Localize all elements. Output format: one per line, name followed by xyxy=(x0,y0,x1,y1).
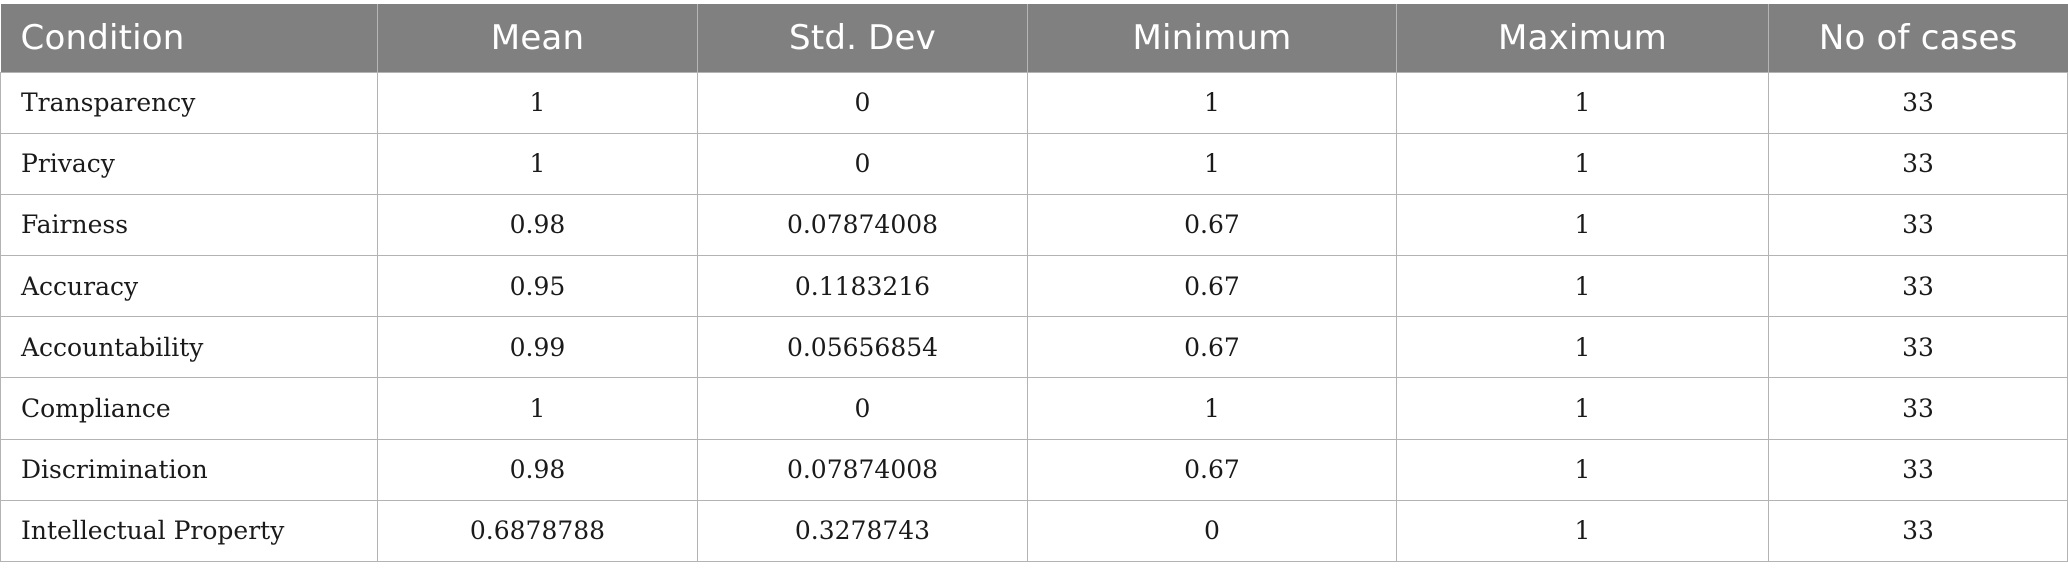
cell-minimum: 0.67 xyxy=(1027,438,1397,501)
table-row: Compliance 1 0 1 1 33 xyxy=(0,377,2068,440)
cell-std-dev: 0 xyxy=(697,132,1028,195)
cell-condition: Accountability xyxy=(0,316,378,379)
header-condition: Condition xyxy=(0,4,378,72)
header-no-of-cases: No of cases xyxy=(1768,4,2068,72)
header-mean: Mean xyxy=(377,4,698,72)
cell-condition: Compliance xyxy=(0,377,378,440)
table-row: Discrimination 0.98 0.07874008 0.67 1 33 xyxy=(0,438,2068,501)
cell-no-of-cases: 33 xyxy=(1768,71,2068,134)
table-row: Fairness 0.98 0.07874008 0.67 1 33 xyxy=(0,193,2068,257)
cell-std-dev: 0.3278743 xyxy=(697,499,1028,563)
cell-minimum: 0.67 xyxy=(1027,193,1397,257)
cell-mean: 1 xyxy=(377,71,698,134)
header-minimum: Minimum xyxy=(1027,4,1397,72)
cell-mean: 0.98 xyxy=(377,438,698,501)
cell-maximum: 1 xyxy=(1396,316,1769,379)
cell-no-of-cases: 33 xyxy=(1768,438,2068,501)
statistics-table: Condition Mean Std. Dev Minimum Maximum … xyxy=(0,4,2068,563)
cell-condition: Privacy xyxy=(0,132,378,195)
header-std-dev: Std. Dev xyxy=(697,4,1028,72)
header-maximum: Maximum xyxy=(1396,4,1769,72)
cell-mean: 0.98 xyxy=(377,193,698,257)
table-row: Transparency 1 0 1 1 33 xyxy=(0,71,2068,134)
cell-maximum: 1 xyxy=(1396,438,1769,501)
cell-mean: 0.6878788 xyxy=(377,499,698,563)
cell-no-of-cases: 33 xyxy=(1768,193,2068,257)
table-row: Accountability 0.99 0.05656854 0.67 1 33 xyxy=(0,316,2068,379)
cell-mean: 0.99 xyxy=(377,316,698,379)
header-row: Condition Mean Std. Dev Minimum Maximum … xyxy=(0,4,2068,72)
cell-minimum: 0.67 xyxy=(1027,316,1397,379)
cell-mean: 1 xyxy=(377,132,698,195)
cell-std-dev: 0.07874008 xyxy=(697,438,1028,501)
cell-maximum: 1 xyxy=(1396,499,1769,563)
cell-no-of-cases: 33 xyxy=(1768,132,2068,195)
cell-no-of-cases: 33 xyxy=(1768,255,2068,318)
cell-std-dev: 0.05656854 xyxy=(697,316,1028,379)
table-row: Privacy 1 0 1 1 33 xyxy=(0,132,2068,195)
cell-minimum: 1 xyxy=(1027,132,1397,195)
cell-mean: 0.95 xyxy=(377,255,698,318)
table-header: Condition Mean Std. Dev Minimum Maximum … xyxy=(0,4,2068,72)
cell-condition: Accuracy xyxy=(0,255,378,318)
cell-std-dev: 0 xyxy=(697,377,1028,440)
cell-no-of-cases: 33 xyxy=(1768,377,2068,440)
cell-minimum: 1 xyxy=(1027,377,1397,440)
cell-minimum: 1 xyxy=(1027,71,1397,134)
cell-condition: Discrimination xyxy=(0,438,378,501)
cell-condition: Transparency xyxy=(0,71,378,134)
cell-maximum: 1 xyxy=(1396,71,1769,134)
cell-maximum: 1 xyxy=(1396,255,1769,318)
cell-condition: Fairness xyxy=(0,193,378,257)
cell-std-dev: 0 xyxy=(697,71,1028,134)
cell-no-of-cases: 33 xyxy=(1768,499,2068,563)
cell-minimum: 0.67 xyxy=(1027,255,1397,318)
cell-no-of-cases: 33 xyxy=(1768,316,2068,379)
cell-condition: Intellectual Property xyxy=(0,499,378,563)
cell-std-dev: 0.07874008 xyxy=(697,193,1028,257)
cell-maximum: 1 xyxy=(1396,377,1769,440)
table-row: Accuracy 0.95 0.1183216 0.67 1 33 xyxy=(0,255,2068,318)
cell-std-dev: 0.1183216 xyxy=(697,255,1028,318)
cell-minimum: 0 xyxy=(1027,499,1397,563)
table-body: Transparency 1 0 1 1 33 Privacy 1 0 1 1 … xyxy=(0,71,2068,563)
cell-maximum: 1 xyxy=(1396,132,1769,195)
statistics-table-container: Condition Mean Std. Dev Minimum Maximum … xyxy=(0,4,2068,563)
cell-maximum: 1 xyxy=(1396,193,1769,257)
cell-mean: 1 xyxy=(377,377,698,440)
table-row: Intellectual Property 0.6878788 0.327874… xyxy=(0,499,2068,563)
